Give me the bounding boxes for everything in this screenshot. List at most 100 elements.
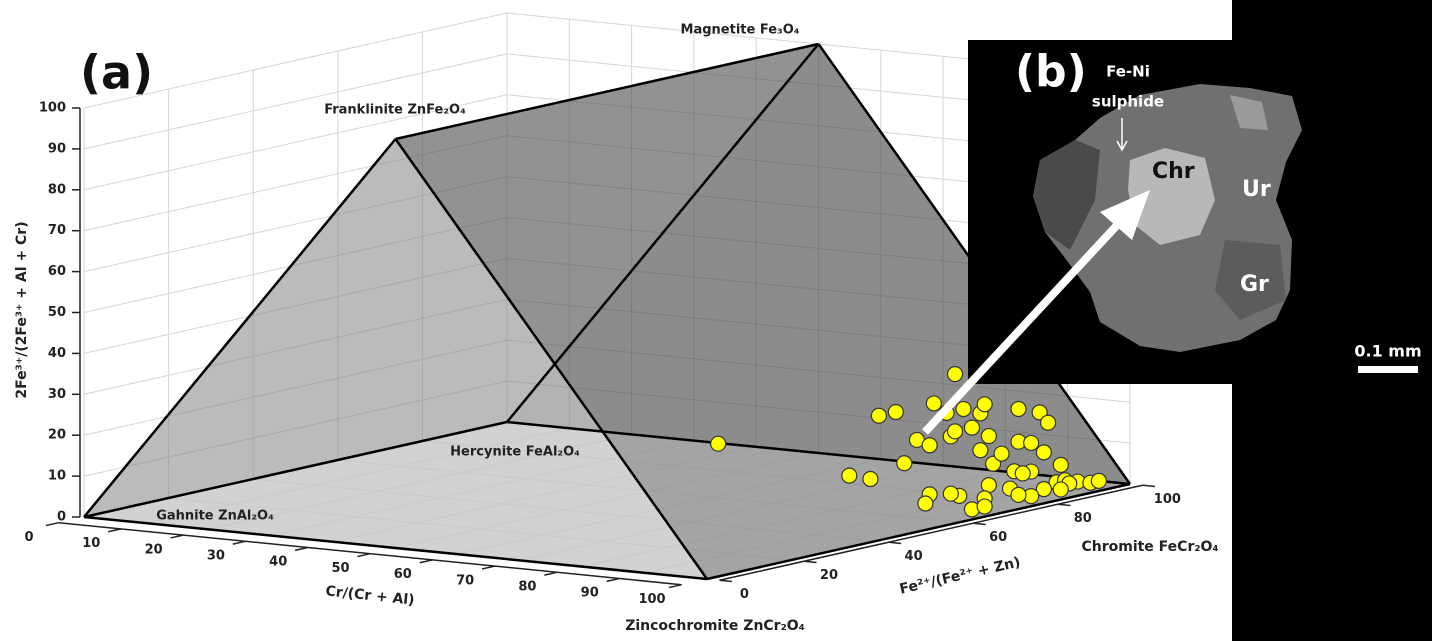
x-axis-title: Cr/(Cr + Al) <box>325 583 416 608</box>
y-tick-label: 80 <box>1074 511 1092 526</box>
prism-edge <box>394 138 709 580</box>
x-tick <box>481 565 495 570</box>
z-tick-label: 90 <box>48 141 66 156</box>
y-tick-label: 20 <box>820 568 838 583</box>
panel-label: (b) <box>1015 46 1087 97</box>
pointer-head <box>1116 140 1128 152</box>
data-point <box>1014 465 1031 482</box>
data-point <box>980 427 997 445</box>
data-point <box>942 485 959 502</box>
data-point <box>870 407 887 424</box>
x-tick-label: 60 <box>394 567 412 582</box>
grain-garnet <box>1215 240 1286 320</box>
x-tick <box>108 528 122 533</box>
data-point <box>1052 481 1069 498</box>
end-member-label: Magnetite Fe₃O₄ <box>681 23 800 38</box>
arrow-head <box>1100 190 1150 240</box>
y-tick-label: 100 <box>1154 492 1181 507</box>
end-member-label: Franklinite ZnFe₂O₄ <box>324 103 466 118</box>
data-point <box>1039 414 1057 431</box>
end-member-label: Gahnite ZnAl₂O₄ <box>156 509 274 524</box>
y-tick <box>973 522 986 526</box>
data-point <box>946 423 964 440</box>
x-tick <box>606 577 620 583</box>
annotation: Chr <box>1152 159 1195 184</box>
x-tick <box>45 521 59 527</box>
data-point <box>976 498 993 515</box>
data-point <box>1031 404 1048 421</box>
x-tick <box>294 546 308 552</box>
data-point <box>972 442 989 459</box>
grain-dark-phase <box>1033 140 1100 250</box>
z-tick-label: 20 <box>48 428 66 443</box>
y-tick-label: 0 <box>740 587 749 602</box>
z-tick-label: 100 <box>39 101 66 116</box>
annotation: Gr <box>1240 272 1269 297</box>
z-tick-label: 10 <box>48 469 66 484</box>
scale-bar-label: 0.1 mm <box>1354 342 1421 361</box>
x-tick-label: 50 <box>331 561 349 576</box>
data-point <box>1035 444 1052 461</box>
data-point <box>887 403 904 421</box>
prism-base <box>84 422 1130 579</box>
z-tick-label: 70 <box>48 223 66 238</box>
annotation: sulphide <box>1092 93 1164 111</box>
y-tick <box>803 560 817 564</box>
data-point <box>710 435 727 452</box>
z-tick-label: 60 <box>48 264 66 279</box>
x-tick-label: 70 <box>456 573 474 588</box>
prism-edge <box>706 482 1131 581</box>
data-point <box>1010 486 1027 503</box>
data-point <box>1010 400 1027 418</box>
grain-chromite <box>1128 148 1215 245</box>
data-point <box>925 395 942 412</box>
prism-front-face <box>84 139 707 579</box>
scale-bar <box>1358 366 1418 373</box>
data-point <box>841 467 858 484</box>
end-member-label: Chromite FeCr₂O₄ <box>1081 539 1218 555</box>
y-tick <box>1057 503 1071 507</box>
data-point <box>1090 472 1107 489</box>
data-point <box>976 396 993 413</box>
z-tick-label: 30 <box>48 387 66 402</box>
x-tick-label: 0 <box>24 530 33 545</box>
y-tick <box>1142 484 1155 488</box>
data-point <box>946 366 964 383</box>
prism-left-face <box>84 44 819 517</box>
data-point <box>963 419 981 436</box>
arrow <box>922 190 1150 435</box>
prism-edge <box>83 420 508 519</box>
data-point <box>1052 456 1069 474</box>
data-point <box>955 400 972 418</box>
y-tick <box>888 541 902 545</box>
panel-label: (a) <box>80 46 153 100</box>
prism-edge <box>506 43 820 423</box>
data-point <box>917 495 934 512</box>
y-tick <box>719 579 732 583</box>
arrow-shaft <box>922 219 1123 435</box>
x-tick <box>357 552 371 558</box>
data-point <box>862 470 879 488</box>
z-tick-label: 0 <box>57 510 66 525</box>
x-tick <box>668 583 682 589</box>
x-tick-label: 30 <box>207 548 225 563</box>
x-tick <box>544 571 558 576</box>
x-tick-label: 90 <box>581 586 599 601</box>
x-tick-label: 80 <box>518 579 536 594</box>
prism-edge <box>83 138 397 518</box>
y-tick-label: 40 <box>905 549 923 564</box>
data-point <box>1023 434 1040 452</box>
x-tick <box>419 559 433 564</box>
x-tick <box>232 540 246 545</box>
y-axis <box>719 484 1143 581</box>
annotation: Ur <box>1242 177 1271 202</box>
y-tick-label: 60 <box>989 530 1007 545</box>
end-member-label: Zincochromite ZnCr₂O₄ <box>625 618 805 634</box>
annotation: Fe-Ni <box>1106 63 1150 81</box>
x-tick-label: 40 <box>269 555 287 570</box>
z-tick-label: 50 <box>48 305 66 320</box>
end-member-label: Hercynite FeAl₂O₄ <box>450 445 580 460</box>
x-tick-label: 10 <box>82 536 100 551</box>
prism-right-face <box>395 44 1130 579</box>
